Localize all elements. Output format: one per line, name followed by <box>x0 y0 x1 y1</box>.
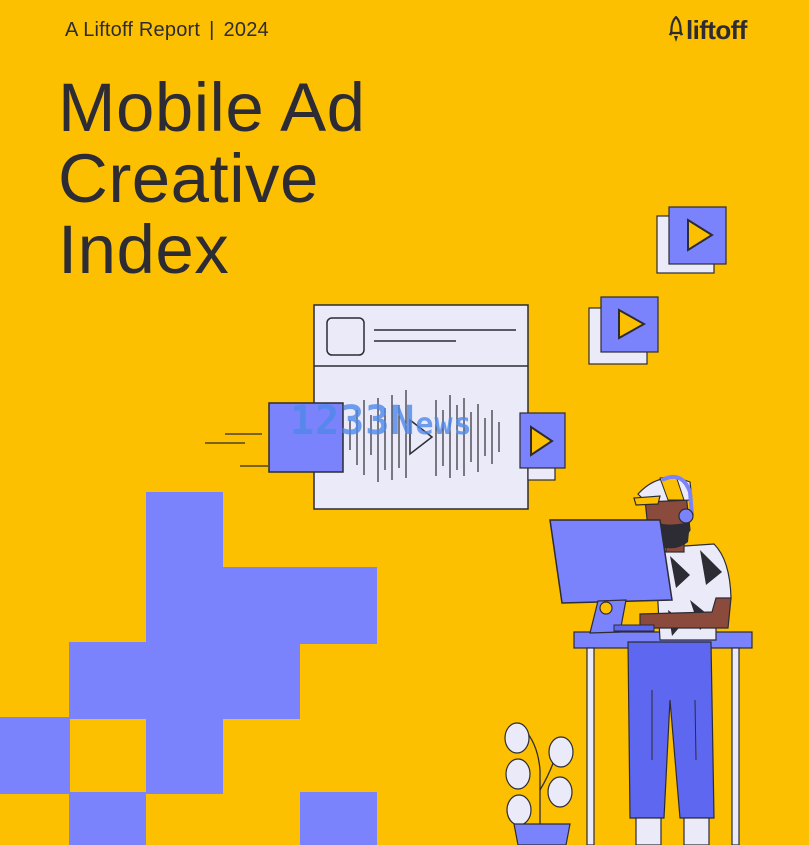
play-card-icon <box>588 296 659 365</box>
liftoff-logo: liftoff <box>668 14 747 46</box>
report-title: Mobile Ad Creative Index <box>58 72 366 285</box>
ad-window-illustration <box>205 304 566 510</box>
title-line: Creative <box>58 140 319 217</box>
watermark-part: ews <box>415 407 473 442</box>
plant-illustration <box>504 722 574 845</box>
report-label: A Liftoff Report <box>65 19 201 41</box>
brand-name: liftoff <box>686 14 747 45</box>
watermark-part: 1233N <box>290 398 416 444</box>
pixel-blocks-decoration <box>0 492 377 845</box>
report-eyebrow: A Liftoff Report | 2024 <box>65 19 269 42</box>
eyebrow-separator: | <box>209 19 215 41</box>
person-at-computer-illustration <box>549 475 753 845</box>
watermark-text: 1233News <box>290 398 473 444</box>
rocket-icon <box>668 16 684 42</box>
report-year: 2024 <box>223 19 269 41</box>
play-card-icon <box>656 206 727 274</box>
title-line: Mobile Ad <box>58 69 366 146</box>
title-line: Index <box>58 211 230 288</box>
